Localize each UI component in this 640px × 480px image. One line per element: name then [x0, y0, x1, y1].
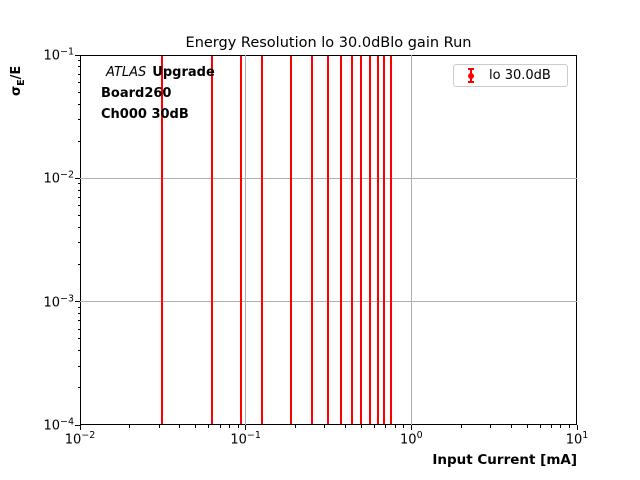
y-major-tick	[75, 424, 80, 426]
x-minor-tick	[568, 425, 570, 428]
errorbar-marker-icon	[466, 67, 476, 84]
annotation-line-2: Board260	[101, 86, 172, 101]
x-gridline	[410, 55, 412, 425]
x-minor-tick	[385, 425, 387, 428]
errorbar-line	[210, 56, 213, 424]
x-minor-tick	[219, 425, 221, 428]
errorbar-line	[240, 56, 243, 424]
x-major-tick	[79, 425, 81, 430]
x-minor-tick	[489, 425, 491, 428]
x-minor-tick	[539, 425, 541, 428]
y-major-tick	[75, 301, 80, 303]
y-minor-tick	[77, 226, 80, 228]
x-minor-tick	[237, 425, 239, 428]
legend-entry-label: lo 30.0dB	[489, 68, 551, 83]
y-minor-tick	[77, 328, 80, 330]
chart-title: Energy Resolution lo 30.0dBlo gain Run	[185, 35, 472, 51]
y-minor-tick	[77, 66, 80, 68]
y-minor-tick	[77, 264, 80, 266]
errorbar-line	[368, 56, 371, 424]
y-minor-tick	[77, 338, 80, 340]
y-minor-tick	[77, 118, 80, 120]
y-minor-tick	[77, 189, 80, 191]
x-gridline	[245, 55, 247, 425]
x-minor-tick	[195, 425, 197, 428]
y-axis-label-rest: /E	[9, 65, 25, 80]
y-minor-tick	[77, 91, 80, 93]
y-minor-tick	[77, 140, 80, 142]
x-minor-tick	[374, 425, 376, 428]
errorbar-line	[389, 56, 392, 424]
x-minor-tick	[208, 425, 210, 428]
errorbar-line	[310, 56, 313, 424]
x-minor-tick	[158, 425, 160, 428]
y-major-tick	[75, 54, 80, 56]
y-axis-label-subscript: E	[15, 79, 27, 86]
y-tick-label: 10−4	[43, 416, 74, 434]
y-minor-tick	[77, 183, 80, 185]
y-minor-tick	[77, 320, 80, 322]
y-axis-label: σE/E	[9, 49, 27, 113]
y-minor-tick	[77, 205, 80, 207]
x-major-tick	[576, 425, 578, 430]
x-minor-tick	[550, 425, 552, 428]
x-minor-tick	[295, 425, 297, 428]
legend-box: lo 30.0dB	[453, 64, 568, 87]
y-major-tick	[75, 177, 80, 179]
x-minor-tick	[324, 425, 326, 428]
x-minor-tick	[360, 425, 362, 428]
x-tick-label: 10−2	[64, 430, 96, 448]
x-tick-label: 101	[565, 430, 589, 448]
upgrade-label: Upgrade	[152, 65, 215, 80]
x-minor-tick	[344, 425, 346, 428]
errorbar-line	[260, 56, 263, 424]
atlas-label: ATLAS	[106, 65, 147, 80]
errorbar-line	[350, 56, 353, 424]
x-minor-tick	[526, 425, 528, 428]
y-minor-tick	[77, 306, 80, 308]
x-axis-label: Input Current [mA]	[432, 452, 577, 468]
y-minor-tick	[77, 387, 80, 389]
y-minor-tick	[77, 103, 80, 105]
x-minor-tick	[394, 425, 396, 428]
errorbar-line	[360, 56, 363, 424]
x-tick-label: 100	[400, 430, 423, 448]
errorbar-line	[160, 56, 163, 424]
annotation-line-1: ATLAS Upgrade	[101, 62, 215, 83]
x-minor-tick	[510, 425, 512, 428]
y-tick-label: 10−3	[43, 292, 74, 311]
y-minor-tick	[77, 73, 80, 75]
y-minor-tick	[77, 350, 80, 352]
y-minor-tick	[77, 313, 80, 315]
x-minor-tick	[460, 425, 462, 428]
errorbar-line	[339, 56, 342, 424]
y-minor-tick	[77, 365, 80, 367]
x-minor-tick	[403, 425, 405, 428]
errorbar-line	[376, 56, 379, 424]
x-tick-label: 10−1	[230, 430, 261, 448]
x-minor-tick	[560, 425, 562, 428]
y-axis-label-sigma: σ	[9, 85, 25, 96]
y-tick-label: 10−2	[43, 169, 74, 187]
y-minor-tick	[77, 196, 80, 198]
y-minor-tick	[77, 60, 80, 62]
y-minor-tick	[77, 81, 80, 83]
x-minor-tick	[229, 425, 231, 428]
annotation-line-3: Ch000 30dB	[101, 107, 189, 122]
y-tick-label: 10−1	[43, 46, 74, 64]
errorbar-line	[326, 56, 329, 424]
errorbar-line	[289, 56, 292, 424]
y-minor-tick	[77, 214, 80, 216]
x-minor-tick	[129, 425, 131, 428]
x-major-tick	[245, 425, 247, 430]
annotation-block: ATLAS Upgrade Board260 Ch000 30dB	[101, 62, 215, 125]
x-major-tick	[410, 425, 412, 430]
errorbar-line	[383, 56, 386, 424]
y-minor-tick	[77, 242, 80, 244]
x-minor-tick	[179, 425, 181, 428]
